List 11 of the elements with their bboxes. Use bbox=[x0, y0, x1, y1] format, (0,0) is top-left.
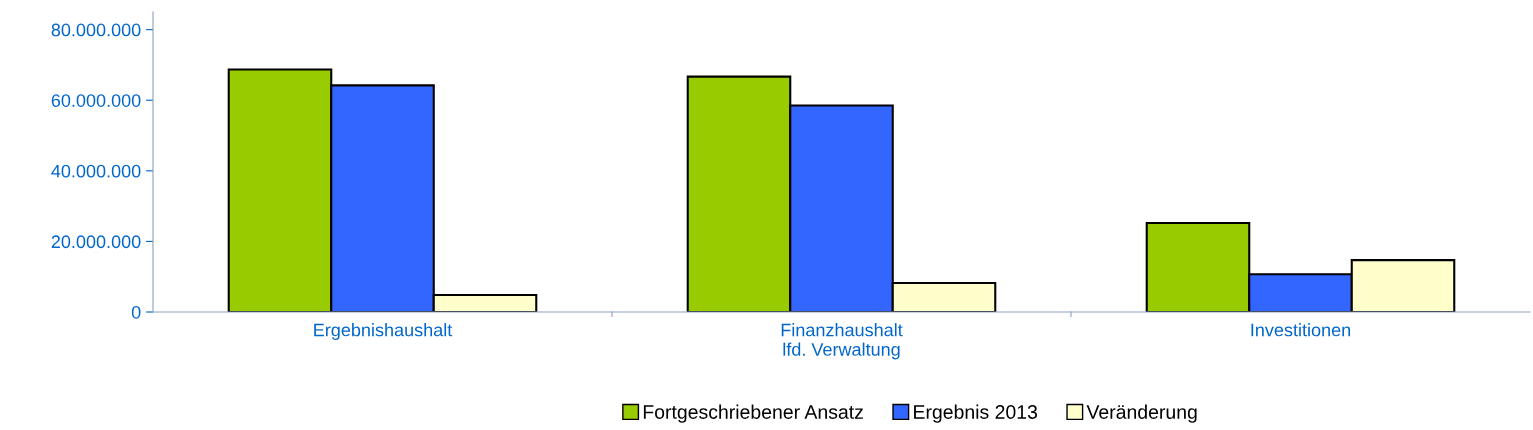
y-tick-label: 40.000.000 bbox=[51, 164, 141, 178]
x-tick-label: Finanzhaushalt lfd. Verwaltung bbox=[781, 323, 903, 360]
legend-label: Ergebnis 2013 bbox=[914, 404, 1038, 423]
x-tick-label: Investitionen bbox=[1251, 323, 1351, 337]
y-tick-label: 80.000.000 bbox=[51, 23, 141, 37]
legend-label: Veränderung bbox=[1086, 404, 1197, 423]
y-tick-label: 0 bbox=[131, 305, 141, 319]
y-tick-label: 60.000.000 bbox=[51, 94, 141, 107]
legend-label: Fortgeschriebener Ansatz bbox=[643, 404, 863, 423]
x-tick-label: Ergebnishaushalt bbox=[314, 323, 453, 340]
y-tick-label: 20.000.000 bbox=[51, 235, 141, 249]
